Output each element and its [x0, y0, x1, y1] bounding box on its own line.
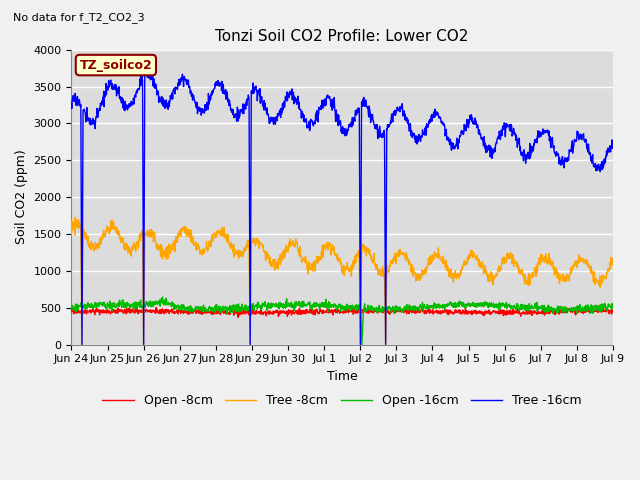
Tree -8cm	[175, 228, 183, 234]
Title: Tonzi Soil CO2 Profile: Lower CO2: Tonzi Soil CO2 Profile: Lower CO2	[216, 29, 469, 44]
Open -8cm	[234, 314, 242, 320]
Tree -16cm	[609, 144, 617, 150]
Open -16cm	[358, 342, 366, 348]
Open -8cm	[188, 308, 196, 313]
Legend: Open -8cm, Tree -8cm, Open -16cm, Tree -16cm: Open -8cm, Tree -8cm, Open -16cm, Tree -…	[97, 389, 587, 412]
Tree -16cm	[250, 80, 257, 86]
Line: Tree -8cm: Tree -8cm	[72, 217, 613, 345]
Tree -8cm	[68, 231, 76, 237]
Tree -8cm	[71, 215, 79, 220]
Open -8cm	[68, 309, 76, 315]
Open -16cm	[249, 300, 257, 306]
Open -8cm	[545, 310, 553, 316]
Line: Open -8cm: Open -8cm	[72, 307, 613, 317]
Line: Open -16cm: Open -16cm	[72, 297, 613, 345]
Tree -16cm	[545, 138, 553, 144]
Open -16cm	[159, 294, 166, 300]
Open -8cm	[609, 307, 617, 313]
Tree -16cm	[141, 64, 148, 70]
Tree -16cm	[175, 81, 183, 86]
Y-axis label: Soil CO2 (ppm): Soil CO2 (ppm)	[15, 150, 28, 244]
Open -16cm	[427, 303, 435, 309]
Open -8cm	[498, 309, 506, 315]
Tree -8cm	[427, 261, 435, 267]
Tree -8cm	[498, 262, 506, 267]
Text: No data for f_T2_CO2_3: No data for f_T2_CO2_3	[13, 12, 145, 23]
Tree -16cm	[189, 97, 196, 103]
Tree -16cm	[498, 128, 506, 134]
Tree -8cm	[189, 240, 196, 246]
Tree -8cm	[250, 240, 257, 246]
Open -16cm	[68, 303, 76, 309]
Tree -16cm	[78, 342, 86, 348]
Open -16cm	[609, 306, 617, 312]
Text: TZ_soilco2: TZ_soilco2	[79, 59, 152, 72]
Open -8cm	[175, 309, 183, 314]
Tree -16cm	[427, 116, 435, 121]
Line: Tree -16cm: Tree -16cm	[72, 67, 613, 345]
Open -8cm	[427, 309, 435, 315]
Tree -8cm	[78, 342, 86, 348]
Open -16cm	[545, 303, 553, 309]
Open -16cm	[188, 305, 196, 311]
Tree -8cm	[609, 256, 617, 262]
X-axis label: Time: Time	[327, 370, 358, 383]
Open -8cm	[250, 306, 257, 312]
Open -8cm	[89, 304, 97, 310]
Open -16cm	[498, 302, 506, 308]
Open -16cm	[175, 306, 183, 312]
Tree -8cm	[545, 260, 553, 265]
Tree -16cm	[68, 100, 76, 106]
